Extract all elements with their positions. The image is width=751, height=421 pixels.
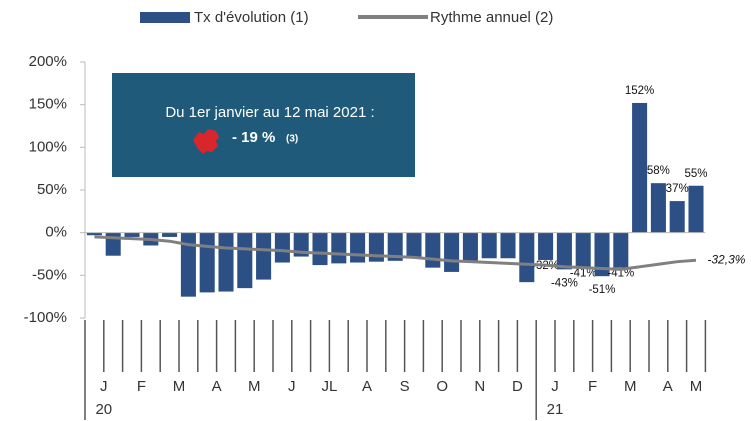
bar xyxy=(519,232,535,283)
bar xyxy=(500,232,516,259)
x-tick-label: N xyxy=(474,378,485,395)
bar xyxy=(650,183,666,233)
bar xyxy=(406,232,422,259)
y-tick-label: -50% xyxy=(32,266,67,283)
bar xyxy=(180,232,196,297)
bar xyxy=(632,102,648,233)
bar xyxy=(162,232,178,237)
end-label: -32,3% xyxy=(707,252,745,266)
y-tick-label: 50% xyxy=(37,181,67,198)
bar xyxy=(613,232,629,268)
callout-box xyxy=(112,73,415,177)
y-tick-label: 200% xyxy=(29,53,67,70)
x-tick-label: F xyxy=(588,378,597,395)
y-tick-label: 150% xyxy=(29,96,67,113)
bar xyxy=(425,232,441,268)
bar xyxy=(669,201,685,233)
line xyxy=(94,235,697,271)
legend-label: Tx d'évolution (1) xyxy=(194,9,309,26)
callout-text: Du 1er janvier au 12 mai 2021 : xyxy=(165,104,374,121)
bar xyxy=(331,232,347,264)
bar xyxy=(688,185,704,233)
callout-value: - 19 % xyxy=(232,129,275,146)
x-tick-label: J xyxy=(288,378,296,395)
data-label: 58% xyxy=(647,165,670,177)
y-tick-label: 0% xyxy=(45,224,67,241)
bar xyxy=(556,232,572,270)
legend-swatch-bar xyxy=(140,12,190,23)
bar xyxy=(594,232,610,277)
x-tick-label: M xyxy=(690,378,703,395)
x-tick-label: J xyxy=(551,378,559,395)
bar xyxy=(124,232,140,237)
x-tick-label: JL xyxy=(321,378,337,395)
x-tick-label: F xyxy=(137,378,146,395)
data-label: -43% xyxy=(551,277,578,289)
x-tick-label: M xyxy=(248,378,261,395)
bar xyxy=(256,232,272,280)
x-tick-label: D xyxy=(512,378,523,395)
bar xyxy=(444,232,460,272)
y-tick-label: 100% xyxy=(29,138,67,155)
data-label: -51% xyxy=(589,284,616,296)
bar xyxy=(350,232,366,263)
bar xyxy=(86,232,102,236)
x-tick-label: A xyxy=(362,378,372,395)
bar xyxy=(237,232,253,289)
y-tick-label: -100% xyxy=(24,309,67,326)
bar xyxy=(481,232,497,259)
bar xyxy=(199,232,215,293)
year-label: 21 xyxy=(547,401,564,418)
bar xyxy=(387,232,403,261)
bar xyxy=(274,232,290,263)
callout-note: (3) xyxy=(286,134,298,145)
data-label: 55% xyxy=(684,168,707,180)
x-tick-label: A xyxy=(663,378,673,395)
x-tick-label: A xyxy=(212,378,222,395)
x-tick-label: S xyxy=(400,378,410,395)
bar xyxy=(575,232,591,268)
data-label: 152% xyxy=(625,85,654,97)
x-tick-label: M xyxy=(173,378,186,395)
x-tick-label: J xyxy=(100,378,108,395)
bar xyxy=(218,232,234,292)
x-tick-label: O xyxy=(436,378,448,395)
x-tick-label: M xyxy=(624,378,637,395)
legend-label: Rythme annuel (2) xyxy=(430,9,553,26)
france-icon xyxy=(193,129,219,154)
data-label: 37% xyxy=(666,183,689,195)
bar xyxy=(538,232,554,260)
data-label: -41% xyxy=(607,268,634,280)
year-label: 20 xyxy=(95,401,112,418)
data-label: -41% xyxy=(570,268,597,280)
bar xyxy=(312,232,328,266)
bar xyxy=(462,232,478,262)
